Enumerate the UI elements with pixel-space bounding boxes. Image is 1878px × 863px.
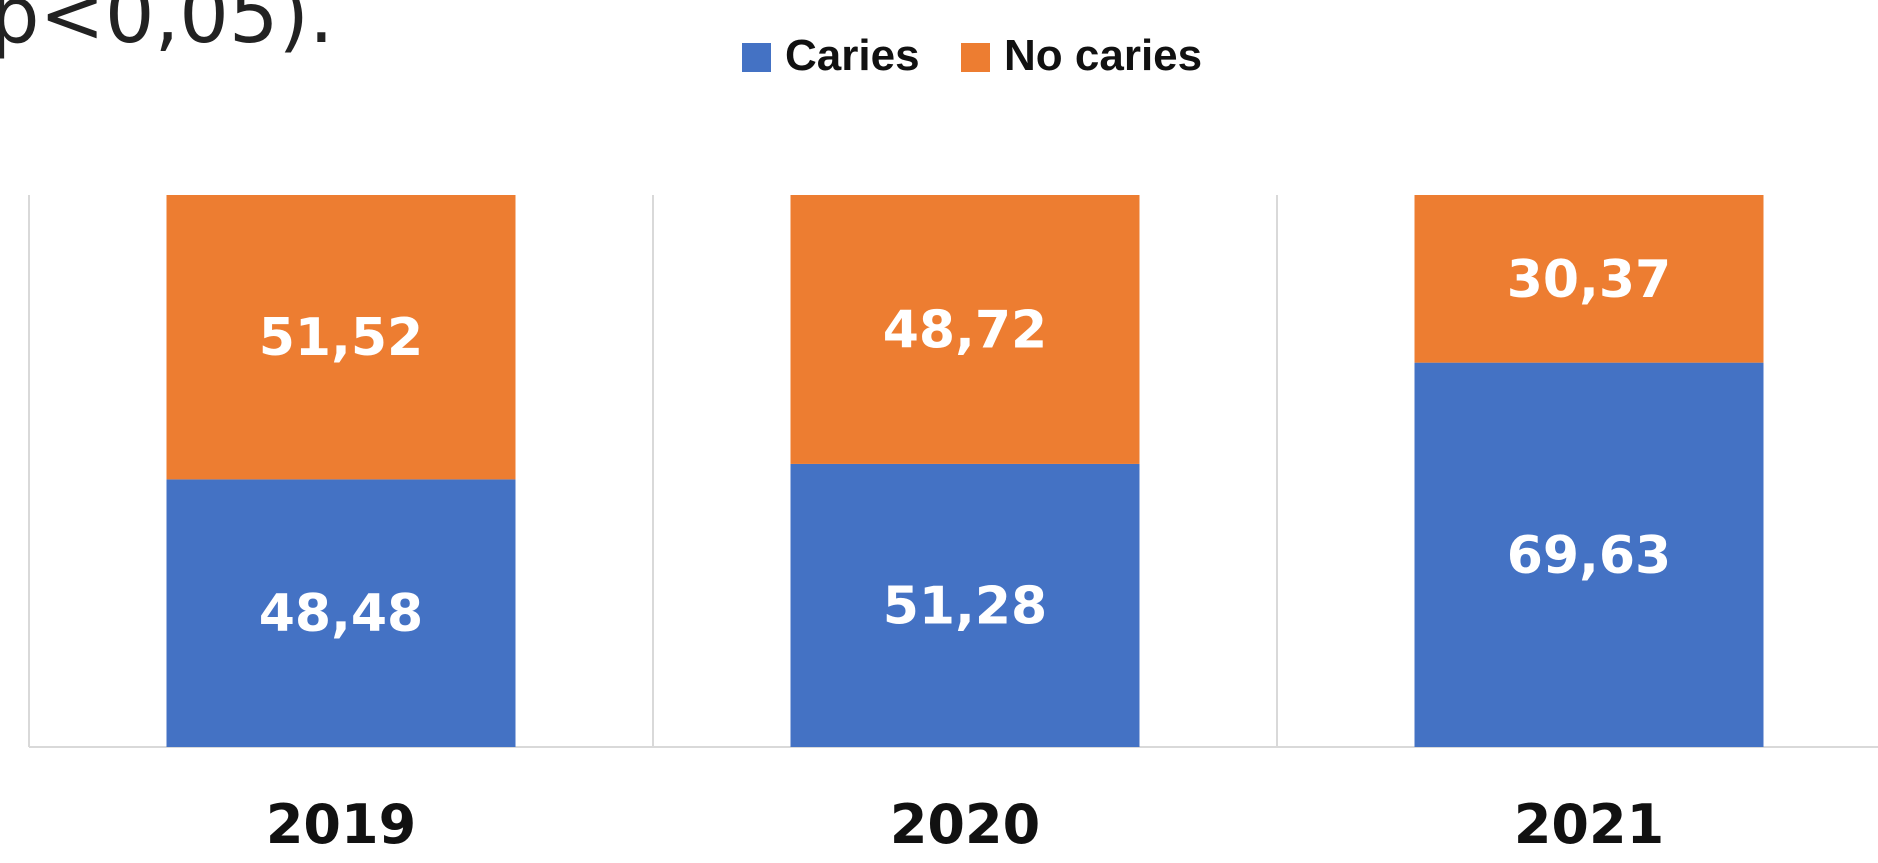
bar-caries-2020 — [790, 463, 1140, 747]
x-tick-label-2020: 2020 — [890, 793, 1040, 856]
bar-no-caries-2020 — [790, 195, 1140, 464]
x-tick-label-2021: 2021 — [1514, 793, 1664, 856]
data-label-no-caries-2020: 48,72 — [883, 300, 1047, 360]
bar-caries-2021 — [1414, 362, 1764, 747]
data-label-caries-2020: 51,28 — [883, 576, 1047, 636]
x-axis-ticks: 2019 2020 2021 — [266, 793, 1664, 856]
legend-label-no-caries: No caries — [1004, 31, 1202, 80]
legend: Caries No caries — [742, 31, 1202, 80]
legend-swatch-caries — [742, 43, 771, 72]
data-labels: 48,48 51,52 51,28 48,72 69,63 30,37 — [259, 250, 1671, 644]
legend-label-caries: Caries — [785, 31, 920, 80]
data-label-caries-2021: 69,63 — [1507, 526, 1671, 586]
data-label-caries-2019: 48,48 — [259, 584, 423, 644]
data-label-no-caries-2021: 30,37 — [1507, 250, 1671, 310]
data-label-no-caries-2019: 51,52 — [259, 308, 423, 368]
bars — [166, 195, 1764, 747]
bar-no-caries-2019 — [166, 195, 516, 480]
x-tick-label-2019: 2019 — [266, 793, 416, 856]
bar-no-caries-2021 — [1414, 195, 1764, 363]
header-text-fragment: p<0,05). — [0, 0, 334, 61]
legend-swatch-no-caries — [961, 43, 990, 72]
bar-caries-2019 — [166, 479, 516, 747]
